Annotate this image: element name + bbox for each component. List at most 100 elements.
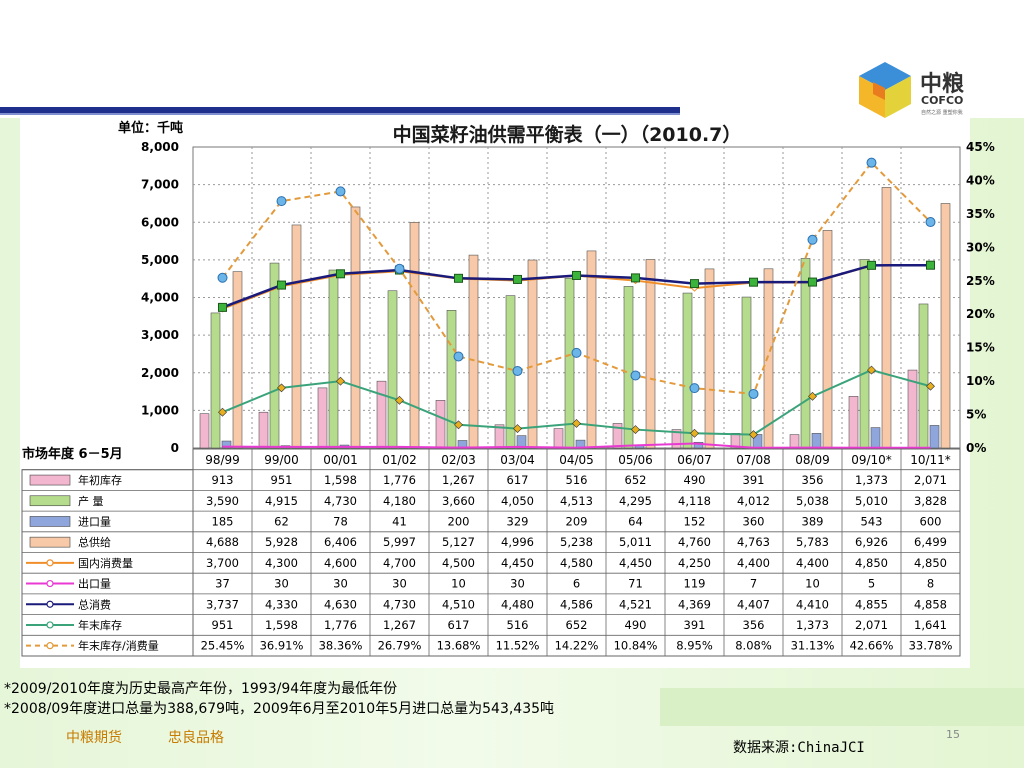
y-tick-label: 7,000 xyxy=(141,178,179,192)
end-stock-point xyxy=(336,376,345,386)
table-cell: 617 xyxy=(448,618,470,632)
consumption-point xyxy=(513,274,522,284)
table-cell: 4,510 xyxy=(442,597,475,611)
table-cell: 78 xyxy=(333,514,348,528)
bar-4 xyxy=(822,230,833,449)
table-cell: 5,011 xyxy=(619,535,652,549)
ratio-point xyxy=(571,347,582,358)
table-cell: 209 xyxy=(566,514,588,528)
bar-2 xyxy=(623,286,634,449)
table-cell: 391 xyxy=(684,618,706,632)
ratio-point xyxy=(394,263,405,274)
table-cell: 1,776 xyxy=(324,618,357,632)
category-label: 08/09 xyxy=(795,453,830,467)
data-source: 数据来源:ChinaJCI xyxy=(733,740,865,756)
ratio-point xyxy=(807,234,818,245)
bar-2 xyxy=(387,290,398,449)
table-cell: 4,295 xyxy=(619,494,652,508)
table-cell: 951 xyxy=(271,473,293,487)
bar-4 xyxy=(350,206,361,449)
table-cell: 5,010 xyxy=(855,494,888,508)
bar-2 xyxy=(328,269,339,449)
table-cell: 391 xyxy=(743,473,765,487)
series-line-5 xyxy=(222,442,931,449)
consumption-point xyxy=(631,273,640,283)
footer-company: 中粮期货 xyxy=(66,730,122,746)
ratio-point xyxy=(335,186,346,197)
table-cell: 913 xyxy=(212,473,234,487)
end-stock-point xyxy=(631,425,640,434)
table-cell: 4,250 xyxy=(678,556,711,570)
ratio-point xyxy=(217,272,228,283)
table-cell: 4,410 xyxy=(796,597,829,611)
ratio-point xyxy=(512,365,523,376)
end-stock-point xyxy=(395,395,404,405)
y-tick-label: 5,000 xyxy=(141,253,179,267)
bar-2 xyxy=(269,262,280,449)
table-cell: 152 xyxy=(684,514,706,528)
table-cell: 26.79% xyxy=(378,639,422,653)
table-cell: 3,828 xyxy=(914,494,947,508)
logo-text-cn: 中粮 xyxy=(920,72,965,97)
table-cell: 185 xyxy=(212,514,234,528)
end-stock-point xyxy=(867,365,876,375)
ratio-point xyxy=(925,217,936,228)
table-cell: 4,730 xyxy=(324,494,357,508)
bar-3 xyxy=(516,435,527,449)
consumption-point xyxy=(808,277,817,287)
category-label: 07/08 xyxy=(736,453,771,467)
end-stock-point xyxy=(749,430,758,440)
table-cell: 119 xyxy=(684,577,706,591)
table-cell: 4,763 xyxy=(737,535,770,549)
bar-1 xyxy=(376,380,387,449)
table-cell: 5,127 xyxy=(442,535,475,549)
table-cell: 62 xyxy=(274,514,289,528)
footnote-1: *2009/2010年度为历史最高产年份，1993/94年度为最低年份 xyxy=(4,681,398,697)
end-stock-point xyxy=(277,383,286,393)
bar-2 xyxy=(210,312,221,449)
table-cell: 389 xyxy=(802,514,824,528)
page-number: 15 xyxy=(946,728,960,741)
table-cell: 42.66% xyxy=(850,639,894,653)
cofco-logo-icon xyxy=(859,62,911,118)
table-cell: 4,760 xyxy=(678,535,711,549)
category-label: 04/05 xyxy=(559,453,594,467)
table-cell: 41 xyxy=(392,514,407,528)
category-label: 01/02 xyxy=(382,453,417,467)
table-cell: 30 xyxy=(333,577,348,591)
table-cell: 360 xyxy=(743,514,765,528)
table-cell: 1,373 xyxy=(855,473,888,487)
end-stock-point xyxy=(690,428,699,438)
table-cell: 356 xyxy=(802,473,824,487)
y-tick-label: 8,000 xyxy=(141,140,179,154)
table-cell: 516 xyxy=(507,618,529,632)
ratio-point xyxy=(748,388,759,399)
table-cell: 1,598 xyxy=(265,618,298,632)
category-label: 02/03 xyxy=(441,453,476,467)
legend-marker xyxy=(46,579,54,588)
table-cell: 490 xyxy=(684,473,706,487)
table-cell: 5,928 xyxy=(265,535,298,549)
table-cell: 4,850 xyxy=(855,556,888,570)
table-cell: 4,400 xyxy=(737,556,770,570)
bar-4 xyxy=(881,187,892,449)
bar-4 xyxy=(468,254,479,449)
table-cell: 4,450 xyxy=(619,556,652,570)
table-cell: 5 xyxy=(868,577,875,591)
legend-label: 年末库存 xyxy=(78,618,122,632)
table-cell: 4,450 xyxy=(501,556,534,570)
y2-tick-label: 20% xyxy=(966,307,995,321)
consumption-point xyxy=(867,260,876,270)
table-cell: 1,598 xyxy=(324,473,357,487)
table-cell: 4,730 xyxy=(383,597,416,611)
y-tick-label: 0 xyxy=(171,441,179,455)
bar-3 xyxy=(811,433,822,449)
bar-2 xyxy=(682,292,693,449)
table-cell: 7 xyxy=(750,577,757,591)
table-cell: 30 xyxy=(274,577,289,591)
consumption-point xyxy=(926,260,935,270)
y-axis-unit: 单位：千吨 xyxy=(118,120,183,136)
category-label: 03/04 xyxy=(500,453,535,467)
bar-1 xyxy=(258,411,269,449)
table-cell: 543 xyxy=(861,514,883,528)
